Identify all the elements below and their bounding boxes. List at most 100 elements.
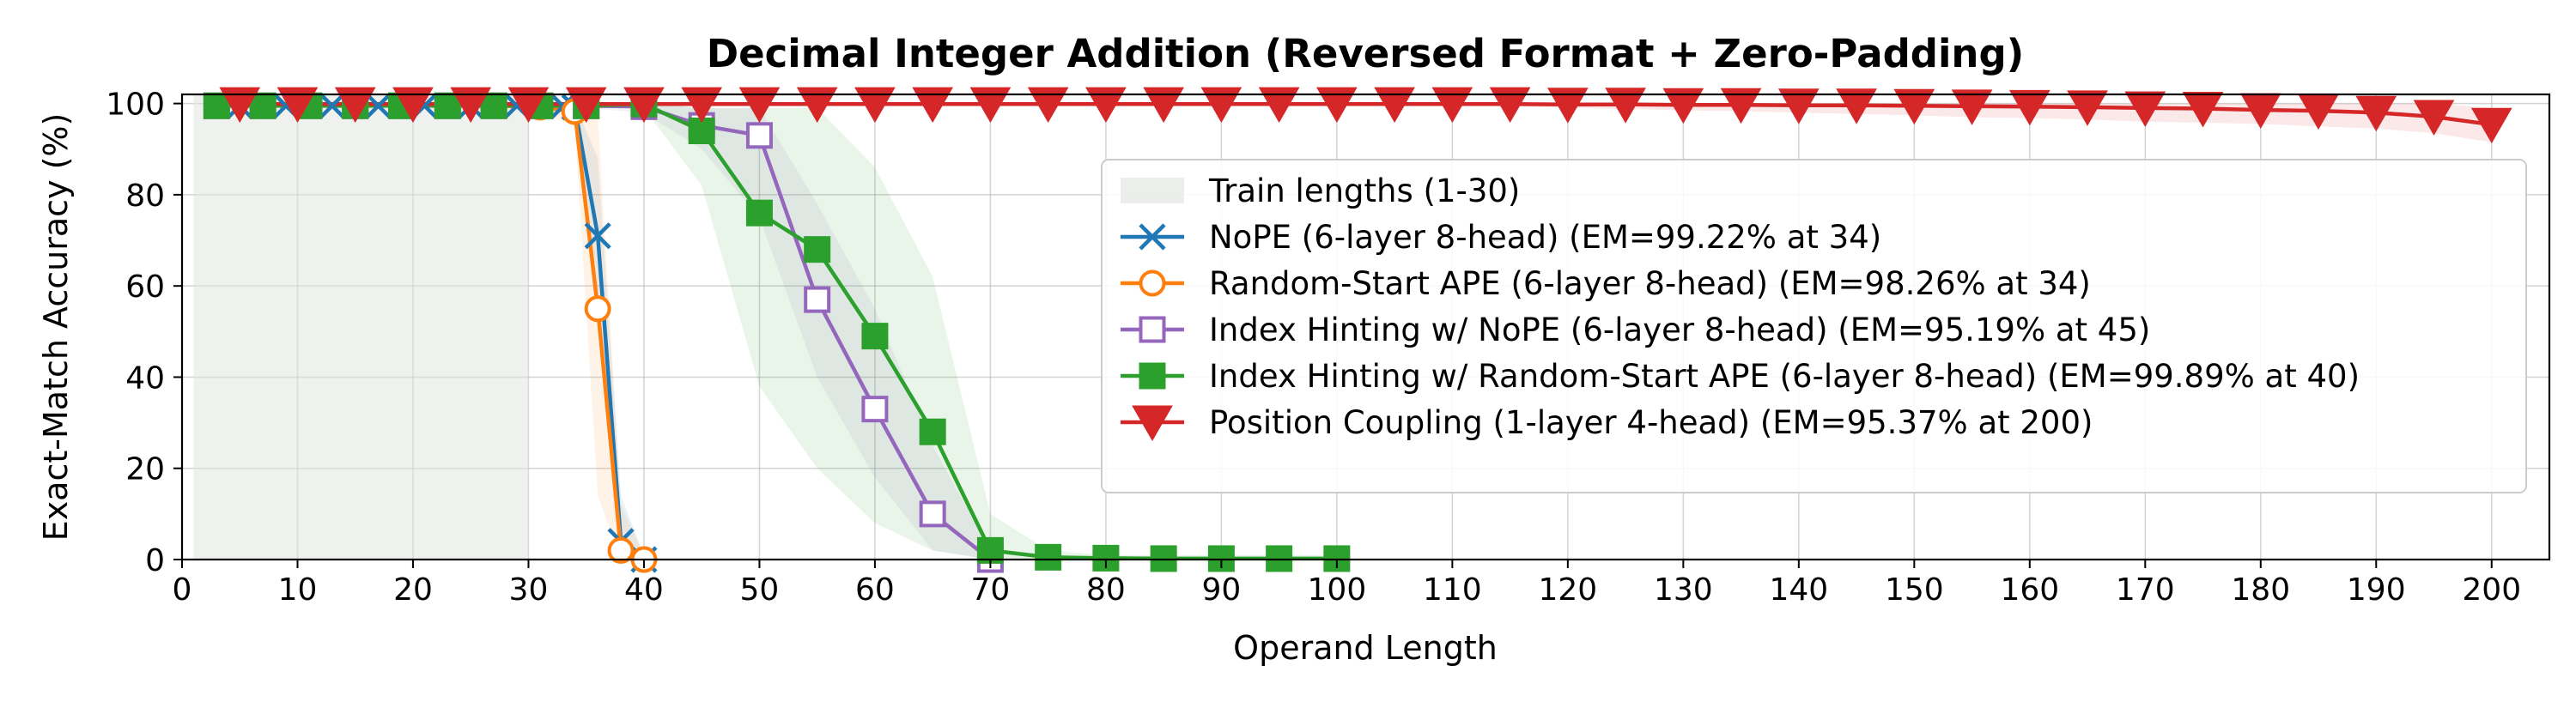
- x-tick-label: 110: [1423, 572, 1482, 608]
- x-tick-label: 40: [624, 572, 664, 608]
- data-point-4-8: [681, 87, 723, 124]
- legend: Train lengths (1-30) NoPE (6-layer 8-head…: [1101, 159, 2527, 493]
- plot-frame: [180, 93, 2551, 561]
- legend-label-3: Index Hinting w/ Random-Start APE (6-lay…: [1209, 358, 2360, 395]
- train-region-shade: [193, 94, 529, 560]
- data-point-4-23: [1546, 88, 1589, 124]
- data-point-4-34: [2182, 91, 2224, 128]
- axis-ticks: 0 10 20 30 40 50 60 70 80 90 100 110 120 130 140 150 160…: [106, 88, 2521, 608]
- x-tick-label: 50: [740, 572, 780, 608]
- data-point-4-15: [1085, 87, 1127, 124]
- y-tick-label: 40: [125, 360, 165, 396]
- y-tick-label: 80: [125, 179, 165, 214]
- data-point-3-14: [919, 418, 946, 445]
- data-point-4-39: [2470, 107, 2512, 144]
- x-tick-label: 180: [2231, 572, 2290, 608]
- data-point-4-3: [392, 87, 434, 124]
- data-point-4-10: [796, 87, 838, 124]
- data-point-2-13: [861, 396, 889, 423]
- y-tick-label: 20: [125, 452, 165, 487]
- legend-label-2: Index Hinting w/ NoPE (6-layer 8-head) (…: [1209, 312, 2150, 348]
- y-tick-label: 100: [106, 88, 165, 123]
- data-point-0-5: [319, 92, 346, 119]
- data-point-3-16: [1035, 543, 1062, 571]
- x-tick-label: 200: [2462, 572, 2521, 608]
- data-point-4-30: [1951, 89, 1993, 125]
- data-point-4-4: [450, 87, 492, 124]
- data-point-2-11: [745, 122, 773, 149]
- data-point-4-5: [507, 87, 550, 124]
- data-point-4-13: [969, 87, 1012, 124]
- legend-marker-0: [1139, 223, 1166, 251]
- legend-marker-2: [1139, 316, 1166, 343]
- legend-handle-train: [1121, 178, 1184, 203]
- series-markers: [203, 87, 2512, 573]
- legend-marker-1: [1139, 269, 1166, 297]
- data-point-4-24: [1605, 88, 1646, 124]
- legend-marker-4: [1132, 405, 1173, 442]
- data-point-4-21: [1431, 87, 1473, 124]
- x-tick-label: 160: [2000, 572, 2059, 608]
- data-point-3-12: [804, 236, 831, 263]
- data-point-2-12: [804, 286, 831, 313]
- x-tick-label: 130: [1654, 572, 1713, 608]
- data-point-4-22: [1489, 87, 1531, 124]
- legend-label-1: Random-Start APE (6-layer 8-head) (EM=98…: [1209, 265, 2091, 302]
- y-axis-label: Exact-Match Accuracy (%): [37, 113, 75, 542]
- data-point-4-32: [2067, 90, 2108, 126]
- x-tick-label: 150: [1885, 572, 1944, 608]
- data-point-4-20: [1374, 87, 1415, 124]
- y-tick-label: 60: [125, 269, 165, 305]
- x-tick-label: 190: [2347, 572, 2406, 608]
- data-point-4-2: [334, 87, 376, 124]
- y-tick-label: 0: [145, 543, 165, 578]
- data-point-4-25: [1662, 88, 1704, 124]
- x-tick-label: 60: [855, 572, 895, 608]
- data-point-4-28: [1836, 88, 1877, 124]
- x-tick-label: 20: [393, 572, 433, 608]
- confidence-band-3: [216, 103, 1337, 560]
- data-point-4-16: [1143, 87, 1185, 124]
- x-axis-label: Operand Length: [1233, 629, 1498, 667]
- chart-title: Decimal Integer Addition (Reversed Forma…: [707, 31, 2024, 76]
- data-point-4-37: [2355, 95, 2397, 132]
- data-point-4-12: [912, 87, 954, 124]
- x-tick-label: 100: [1308, 572, 1367, 608]
- legend-label-4: Position Coupling (1-layer 4-head) (EM=9…: [1209, 404, 2093, 441]
- data-point-4-38: [2413, 100, 2455, 136]
- data-point-4-19: [1316, 87, 1358, 124]
- x-tick-label: 10: [278, 572, 318, 608]
- data-point-3-13: [861, 323, 889, 350]
- data-point-3-11: [745, 199, 773, 227]
- data-point-4-31: [2008, 89, 2050, 126]
- x-tick-label: 0: [173, 572, 192, 608]
- data-point-4-6: [565, 87, 607, 124]
- x-tick-label: 30: [509, 572, 549, 608]
- data-point-4-7: [623, 87, 665, 124]
- data-point-4-11: [854, 87, 896, 124]
- confidence-bands: [216, 103, 2492, 560]
- legend-label-0: NoPE (6-layer 8-head) (EM=99.22% at 34): [1209, 219, 1881, 256]
- data-point-4-14: [1027, 87, 1069, 124]
- confidence-band-4: [240, 103, 2492, 142]
- train-region: [193, 94, 529, 560]
- x-tick-label: 120: [1538, 572, 1597, 608]
- x-tick-label: 140: [1769, 572, 1828, 608]
- data-point-4-18: [1258, 87, 1300, 124]
- data-point-4-17: [1200, 87, 1242, 124]
- legend-marker-3: [1139, 362, 1166, 390]
- data-point-4-33: [2124, 91, 2166, 127]
- x-tick-label: 170: [2116, 572, 2175, 608]
- data-point-4-26: [1720, 88, 1762, 124]
- data-point-4-27: [1777, 88, 1820, 124]
- data-point-1-9: [584, 295, 611, 323]
- data-point-0-17: [584, 222, 611, 250]
- confidence-band-2: [216, 103, 991, 560]
- x-tick-label: 80: [1086, 572, 1126, 608]
- series-line-4: [240, 101, 2493, 127]
- x-tick-label: 90: [1201, 572, 1241, 608]
- data-point-0-7: [365, 92, 392, 119]
- legend-box: [1101, 159, 2527, 493]
- legend-label-train: Train lengths (1-30): [1208, 172, 1520, 209]
